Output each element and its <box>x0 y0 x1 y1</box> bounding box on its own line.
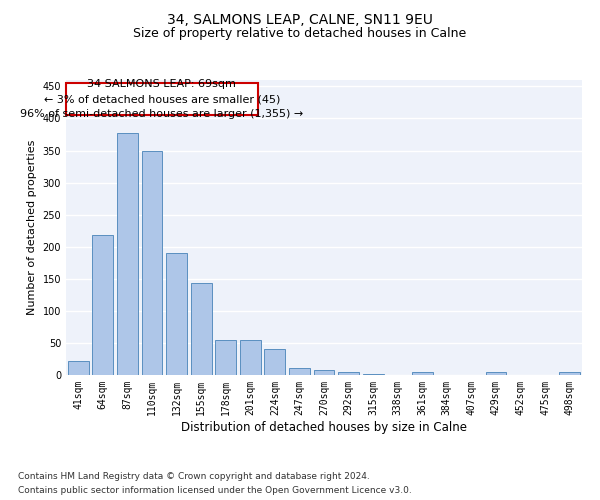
Bar <box>289 368 310 375</box>
Text: Contains public sector information licensed under the Open Government Licence v3: Contains public sector information licen… <box>18 486 412 495</box>
Bar <box>265 350 286 375</box>
Text: 34, SALMONS LEAP, CALNE, SN11 9EU: 34, SALMONS LEAP, CALNE, SN11 9EU <box>167 12 433 26</box>
Bar <box>412 372 433 375</box>
Bar <box>559 372 580 375</box>
Bar <box>166 253 187 375</box>
Bar <box>314 370 334 375</box>
Bar <box>485 372 506 375</box>
Bar <box>117 132 138 375</box>
Y-axis label: Number of detached properties: Number of detached properties <box>27 140 37 315</box>
X-axis label: Distribution of detached houses by size in Calne: Distribution of detached houses by size … <box>181 420 467 434</box>
Bar <box>240 340 261 375</box>
Text: 34 SALMONS LEAP: 69sqm
← 3% of detached houses are smaller (45)
96% of semi-deta: 34 SALMONS LEAP: 69sqm ← 3% of detached … <box>20 80 304 119</box>
Bar <box>215 340 236 375</box>
Bar <box>191 284 212 375</box>
Bar <box>362 374 383 375</box>
Bar <box>142 150 163 375</box>
Bar <box>68 361 89 375</box>
Bar <box>338 372 359 375</box>
FancyBboxPatch shape <box>66 83 257 116</box>
Text: Contains HM Land Registry data © Crown copyright and database right 2024.: Contains HM Land Registry data © Crown c… <box>18 472 370 481</box>
Bar <box>92 235 113 375</box>
Text: Size of property relative to detached houses in Calne: Size of property relative to detached ho… <box>133 28 467 40</box>
